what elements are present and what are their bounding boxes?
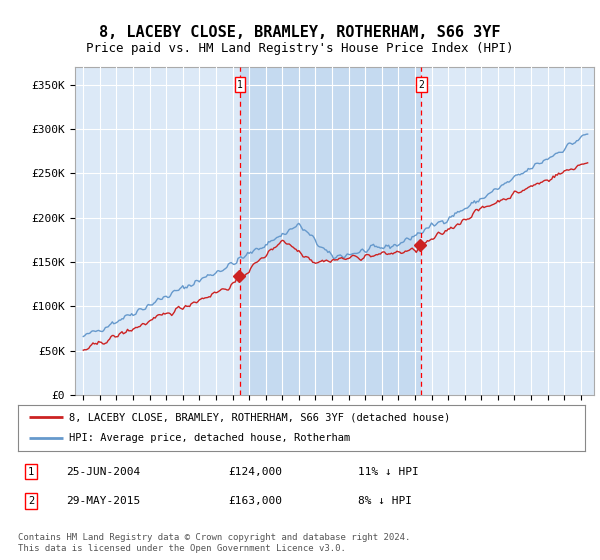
Text: Price paid vs. HM Land Registry's House Price Index (HPI): Price paid vs. HM Land Registry's House … bbox=[86, 42, 514, 55]
Text: £163,000: £163,000 bbox=[228, 496, 282, 506]
Text: 8, LACEBY CLOSE, BRAMLEY, ROTHERHAM, S66 3YF: 8, LACEBY CLOSE, BRAMLEY, ROTHERHAM, S66… bbox=[99, 25, 501, 40]
Text: HPI: Average price, detached house, Rotherham: HPI: Average price, detached house, Roth… bbox=[69, 433, 350, 444]
Text: 1: 1 bbox=[28, 466, 34, 477]
Text: 8% ↓ HPI: 8% ↓ HPI bbox=[358, 496, 412, 506]
Text: 25-JUN-2004: 25-JUN-2004 bbox=[66, 466, 140, 477]
Text: Contains HM Land Registry data © Crown copyright and database right 2024.
This d: Contains HM Land Registry data © Crown c… bbox=[18, 533, 410, 553]
Text: 29-MAY-2015: 29-MAY-2015 bbox=[66, 496, 140, 506]
Text: £124,000: £124,000 bbox=[228, 466, 282, 477]
Bar bbox=[240, 67, 421, 395]
Text: 1: 1 bbox=[237, 80, 243, 90]
Text: 2: 2 bbox=[418, 80, 424, 90]
Text: 2: 2 bbox=[28, 496, 34, 506]
Text: 11% ↓ HPI: 11% ↓ HPI bbox=[358, 466, 419, 477]
Text: 8, LACEBY CLOSE, BRAMLEY, ROTHERHAM, S66 3YF (detached house): 8, LACEBY CLOSE, BRAMLEY, ROTHERHAM, S66… bbox=[69, 412, 450, 422]
